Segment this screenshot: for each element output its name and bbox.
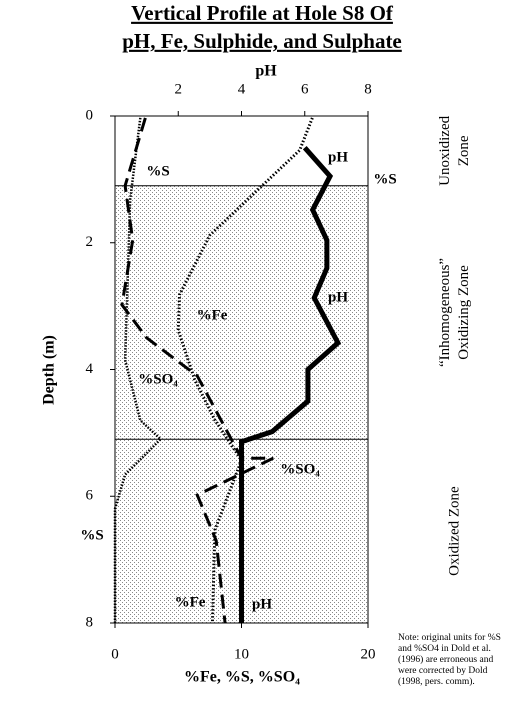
x-tick-label: 20 — [361, 646, 376, 662]
zone-label: Zone — [456, 135, 472, 166]
annotation: %S — [373, 171, 396, 187]
x2-tick-label: 2 — [175, 81, 183, 97]
chart-title: Vertical Profile at Hole S8 Of — [131, 1, 394, 25]
zone-label: Oxidized Zone — [446, 486, 462, 576]
annotation: %SO₄ — [280, 461, 320, 477]
series-line — [120, 117, 274, 624]
annotation: %Fe — [175, 594, 206, 610]
chart-title: pH, Fe, Sulphide, and Sulphate — [122, 29, 402, 53]
series-line — [239, 146, 342, 623]
y-tick-label: 6 — [86, 488, 94, 504]
x2-tick-label: 6 — [301, 81, 309, 97]
annotation: pH — [252, 596, 272, 612]
annotation: %S — [80, 527, 103, 543]
top-axis-label: pH — [255, 63, 277, 80]
y-tick-label: 8 — [86, 614, 94, 630]
x2-tick-label: 8 — [364, 81, 372, 97]
zone-label: “Inhomogeneous” — [437, 258, 453, 367]
bottom-axis-label: %Fe, %S, %SO₄ — [184, 669, 300, 686]
x2-tick-label: 4 — [238, 81, 246, 97]
x-tick-label: 0 — [111, 646, 119, 662]
note: and %SO4 in Dold et al. — [398, 644, 491, 654]
series-label: %SO₄ — [138, 371, 178, 387]
series-label: pH — [328, 149, 348, 165]
y-tick-label: 2 — [86, 234, 94, 250]
zone-label: Oxidizing Zone — [456, 265, 472, 360]
y-tick-label: 4 — [86, 361, 94, 377]
note: (1998, pers. comm). — [398, 676, 475, 687]
note: Note: original units for %S — [398, 632, 501, 643]
note: were corrected by Dold — [398, 666, 488, 676]
annotation: pH — [328, 289, 348, 305]
zone-band — [115, 185, 368, 440]
note: (1996) are erroneous and — [398, 654, 493, 665]
series-label: %Fe — [197, 307, 228, 323]
y-tick-label: 0 — [86, 107, 94, 123]
y-axis-label: Depth (m) — [41, 335, 58, 405]
series-label: %S — [146, 163, 169, 179]
x-tick-label: 10 — [234, 646, 249, 662]
zone-label: Unoxidized — [437, 115, 453, 185]
